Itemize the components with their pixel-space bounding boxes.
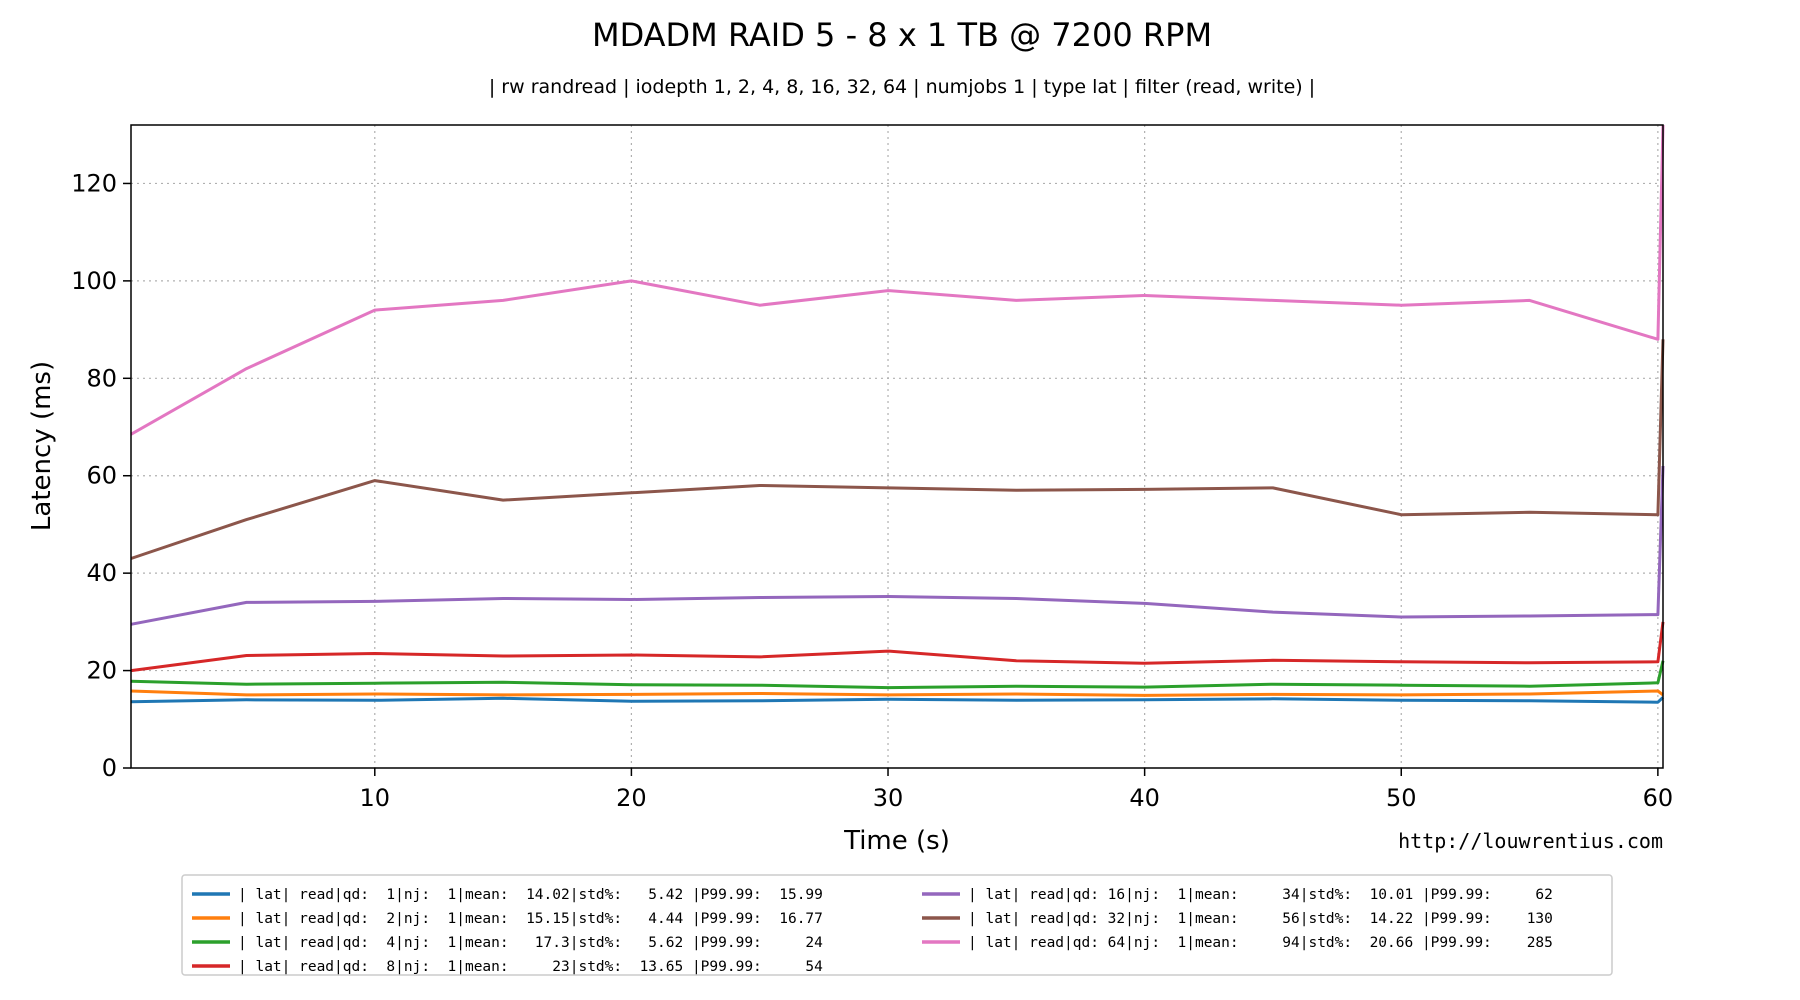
y-tick-label: 60 — [86, 462, 117, 490]
series-lines — [130, 124, 1665, 704]
series-line-qd1 — [130, 696, 1665, 704]
series-line-qd8 — [130, 621, 1665, 673]
series-line-qd2 — [130, 689, 1664, 697]
source-url: http://louwrentius.com — [1398, 829, 1663, 853]
legend-label-qd16: | lat| read|qd: 16|nj: 1|mean: 34|std%: … — [968, 887, 1553, 903]
axis-ticks: 10 20 30 40 50 60 0 20 40 60 80 100 120 — [71, 169, 1673, 812]
y-tick-label: 0 — [102, 754, 117, 782]
legend-label-qd4: | lat| read|qd: 4|nj: 1|mean: 17.3|std%:… — [238, 935, 823, 951]
grid — [131, 125, 1663, 768]
x-tick-label: 60 — [1643, 784, 1674, 812]
y-tick-label: 40 — [86, 559, 117, 587]
y-tick-label: 100 — [71, 267, 117, 295]
y-tick-label: 120 — [71, 169, 117, 197]
series-line-qd64 — [130, 124, 1665, 436]
series-line-qd32 — [130, 339, 1665, 560]
x-tick-label: 30 — [873, 784, 904, 812]
x-tick-label: 20 — [616, 784, 647, 812]
y-tick-label: 20 — [86, 657, 117, 685]
legend-label-qd2: | lat| read|qd: 2|nj: 1|mean: 15.15|std%… — [238, 911, 823, 927]
y-axis-label: Latency (ms) — [27, 361, 57, 531]
x-tick-label: 40 — [1129, 784, 1160, 812]
series-line-qd4 — [130, 660, 1665, 690]
series-line-qd16 — [130, 465, 1665, 626]
legend-label-qd64: | lat| read|qd: 64|nj: 1|mean: 94|std%: … — [968, 935, 1553, 951]
legend: | lat| read|qd: 1|nj: 1|mean: 14.02|std%… — [181, 874, 1613, 976]
legend-label-qd1: | lat| read|qd: 1|nj: 1|mean: 14.02|std%… — [238, 887, 823, 903]
y-tick-label: 80 — [86, 364, 117, 392]
legend-label-qd32: | lat| read|qd: 32|nj: 1|mean: 56|std%: … — [968, 911, 1553, 927]
plot-frame — [130, 124, 1664, 769]
chart-subtitle: | rw randread | iodepth 1, 2, 4, 8, 16, … — [489, 76, 1315, 98]
legend-box — [181, 874, 1613, 976]
x-tick-label: 50 — [1386, 784, 1417, 812]
legend-label-qd8: | lat| read|qd: 8|nj: 1|mean: 23|std%: 1… — [238, 959, 823, 975]
chart-title: MDADM RAID 5 - 8 x 1 TB @ 7200 RPM — [592, 16, 1212, 54]
x-tick-label: 10 — [360, 784, 391, 812]
x-axis-label: Time (s) — [843, 826, 950, 856]
